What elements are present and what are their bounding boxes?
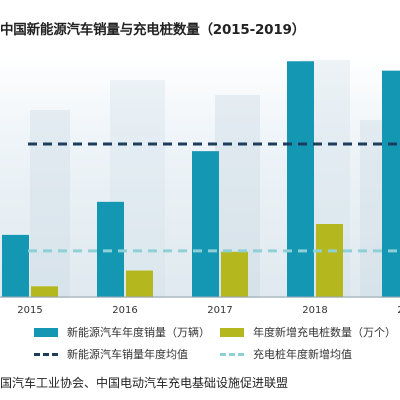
bar-chargers-2018 — [316, 223, 343, 297]
legend-swatch-chargers — [220, 327, 244, 337]
bar-sales-2015 — [2, 234, 29, 297]
legend-item-sales-mean: 新能源汽车销量年度均值 — [34, 346, 188, 362]
x-tick-2018: 2018 — [302, 305, 327, 316]
legend-label-sales-mean: 新能源汽车销量年度均值 — [67, 348, 188, 361]
legend-label-sales: 新能源汽车年度销量（万辆） — [67, 326, 210, 339]
source-note: 国汽车工业协会、中国电动汽车充电基础设施促进联盟 — [0, 376, 289, 390]
legend-item-sales: 新能源汽车年度销量（万辆） — [34, 324, 210, 340]
legend-item-chargers: 年度新增充电桩数量（万个） — [220, 324, 396, 340]
x-tick-labels: 2015 2016 2017 2018 2019 — [0, 296, 400, 316]
legend-label-chargers: 年度新增充电桩数量（万个） — [253, 326, 396, 339]
bar-sales-2018 — [287, 61, 314, 298]
legend-dash-chargers-mean — [220, 352, 244, 356]
bar-chargers-2016 — [126, 270, 153, 297]
reference-lines-layer — [28, 142, 400, 253]
x-tick-2019: 2019 — [397, 305, 400, 316]
x-tick-2017: 2017 — [207, 305, 232, 316]
bar-sales-2019 — [382, 70, 400, 298]
bar-sales-2017 — [192, 151, 219, 297]
bar-chargers-2015 — [31, 286, 58, 297]
chart-title: 中国新能源汽车销量与充电桩数量（2015-2019） — [0, 22, 306, 38]
legend-swatch-sales — [34, 327, 58, 337]
legend-item-chargers-mean: 充电桩年度新增均值 — [220, 346, 352, 362]
legend-label-chargers-mean: 充电桩年度新增均值 — [253, 348, 352, 361]
legend-dash-sales-mean — [34, 352, 58, 356]
bar-chargers-2017 — [221, 251, 248, 297]
x-tick-2015: 2015 — [17, 305, 42, 316]
x-tick-2016: 2016 — [112, 305, 137, 316]
